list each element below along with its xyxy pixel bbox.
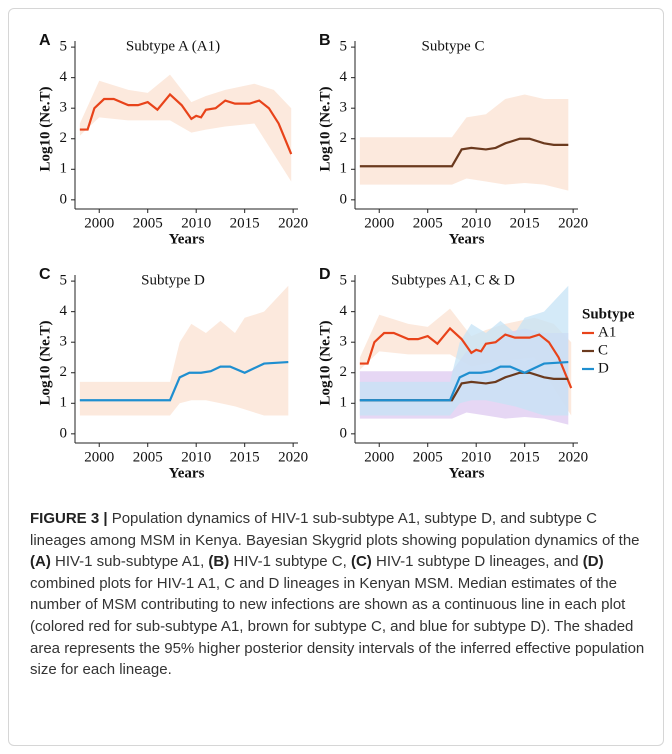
x-tick-label: 2010 (461, 215, 491, 231)
median-line (359, 371, 569, 402)
y-axis-label: Log10 (Ne.T) (37, 321, 53, 406)
y-tick-label: 0 (340, 425, 348, 441)
y-tick-label: 5 (60, 273, 68, 289)
caption-text: HIV-1 subtype D lineages, and (371, 553, 583, 571)
hpd-band (79, 74, 292, 182)
x-tick-label: 2000 (364, 215, 394, 231)
caption-bold: FIGURE 3 | (30, 510, 108, 527)
caption-text: combined plots for HIV-1 A1, C and D lin… (30, 574, 645, 679)
legend-label: A1 (598, 324, 616, 340)
caption-bold: (C) (350, 553, 372, 571)
y-tick-label: 1 (60, 395, 68, 411)
x-tick-label: 2015 (510, 449, 540, 465)
x-tick-label: 2010 (181, 215, 211, 231)
x-axis-label: Years (169, 231, 205, 247)
caption-bold: (D) (582, 553, 604, 571)
median-line (359, 326, 573, 389)
legend-title: Subtype (582, 306, 635, 322)
y-axis-label: Log10 (Ne.T) (317, 321, 333, 406)
hpd-band (359, 94, 569, 191)
legend-label: D (598, 360, 609, 376)
x-tick-label: 2005 (133, 215, 163, 231)
y-tick-label: 4 (340, 303, 348, 319)
y-tick-label: 3 (340, 334, 348, 350)
y-tick-label: 2 (60, 364, 68, 380)
y-tick-label: 5 (340, 273, 348, 289)
median-line (359, 360, 569, 402)
y-tick-label: 4 (60, 69, 68, 85)
x-tick-label: 2015 (230, 215, 260, 231)
panel-title: Subtypes A1, C & D (391, 272, 515, 288)
x-tick-label: 2005 (133, 449, 163, 465)
x-tick-label: 2010 (461, 449, 491, 465)
panel-title: Subtype A (A1) (126, 38, 220, 54)
caption-bold: (A) (30, 553, 51, 571)
y-tick-label: 2 (340, 130, 348, 146)
median-line (359, 137, 569, 168)
y-tick-label: 0 (60, 191, 68, 207)
x-tick-label: 2000 (364, 449, 394, 465)
y-tick-label: 1 (340, 395, 348, 411)
panel-title: Subtype D (141, 272, 205, 288)
y-tick-label: 3 (340, 100, 348, 116)
y-tick-label: 2 (340, 364, 348, 380)
x-tick-label: 2020 (278, 215, 308, 231)
y-tick-label: 3 (60, 100, 68, 116)
panel-label: C (39, 266, 51, 283)
legend-label: C (598, 342, 608, 358)
panel-label: B (319, 32, 331, 49)
x-axis-label: Years (449, 465, 485, 481)
panel-title: Subtype C (422, 38, 485, 54)
x-tick-label: 2020 (558, 449, 588, 465)
x-tick-label: 2020 (558, 215, 588, 231)
y-tick-label: 0 (60, 425, 68, 441)
panel-label: A (39, 32, 51, 49)
y-tick-label: 4 (340, 69, 348, 85)
x-tick-label: 2005 (413, 449, 443, 465)
x-tick-label: 2000 (84, 449, 114, 465)
median-line (79, 92, 293, 155)
y-tick-label: 2 (60, 130, 68, 146)
x-tick-label: 2010 (181, 449, 211, 465)
caption-text: HIV-1 sub-subtype A1, (50, 553, 209, 571)
y-axis-label: Log10 (Ne.T) (37, 87, 53, 172)
median-line (79, 360, 289, 402)
x-tick-label: 2000 (84, 215, 114, 231)
hpd-band (79, 285, 289, 416)
caption-text: Population dynamics of HIV-1 sub-subtype… (30, 510, 640, 549)
y-tick-label: 1 (340, 161, 348, 177)
caption-text: HIV-1 subtype C, (229, 553, 351, 571)
x-tick-label: 2005 (413, 215, 443, 231)
x-axis-label: Years (449, 231, 485, 247)
x-tick-label: 2020 (278, 449, 308, 465)
caption: FIGURE 3 | Population dynamics of HIV-1 … (30, 508, 646, 681)
panel-label: D (319, 266, 331, 283)
x-axis-label: Years (169, 465, 205, 481)
y-tick-label: 1 (60, 161, 68, 177)
figure-frame (8, 8, 664, 746)
y-tick-label: 3 (60, 334, 68, 350)
y-axis-label: Log10 (Ne.T) (317, 87, 333, 172)
y-tick-label: 5 (340, 39, 348, 55)
y-tick-label: 5 (60, 39, 68, 55)
y-tick-label: 0 (340, 191, 348, 207)
x-tick-label: 2015 (510, 215, 540, 231)
y-tick-label: 4 (60, 303, 68, 319)
hpd-band (359, 285, 569, 416)
x-tick-label: 2015 (230, 449, 260, 465)
caption-bold: (B) (208, 553, 230, 571)
